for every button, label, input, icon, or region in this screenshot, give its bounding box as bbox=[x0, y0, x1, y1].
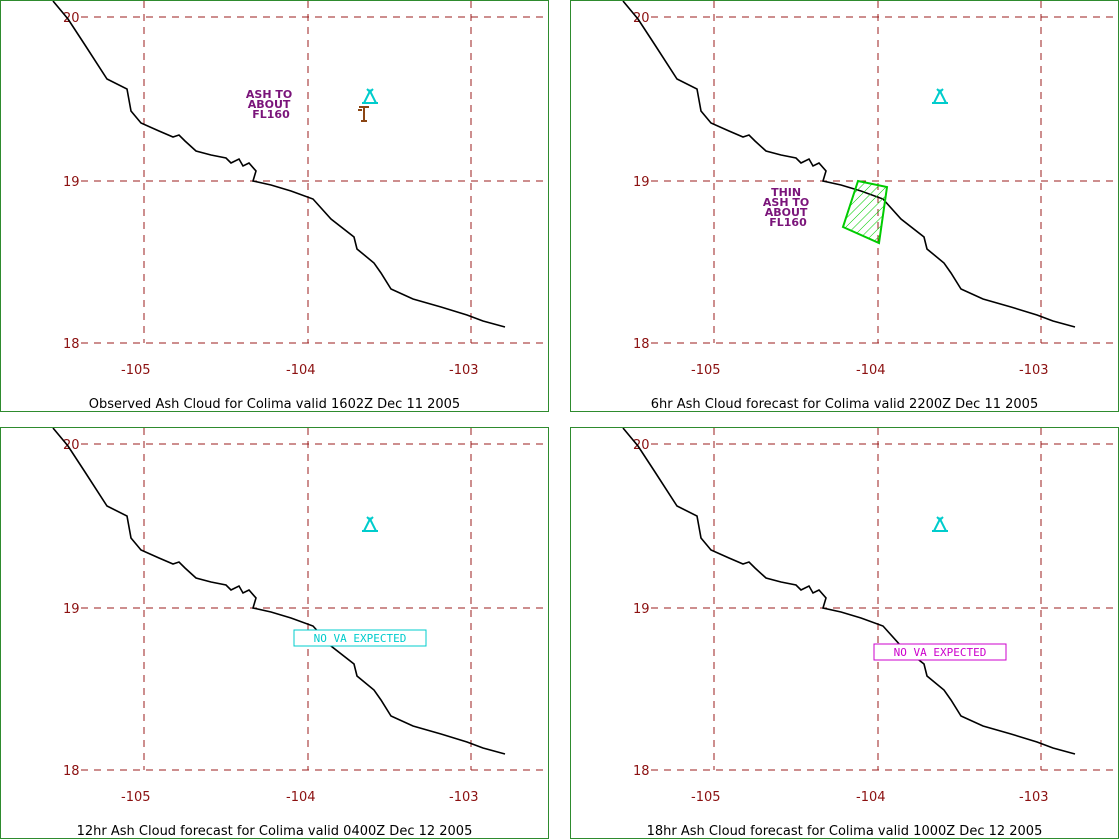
lon-label: -105 bbox=[121, 363, 151, 378]
lat-lon-grid bbox=[651, 1, 1119, 344]
eruption-plume-icon bbox=[358, 106, 369, 122]
panel-caption: Observed Ash Cloud for Colima valid 1602… bbox=[88, 397, 461, 412]
lon-label: -105 bbox=[691, 790, 721, 805]
map-panel-observed: 20 19 18 -105 -104 -103 ASH TO ABOUT FL1… bbox=[0, 0, 549, 412]
map-panel-18hr: 20 19 18 -105 -104 -103 NO VA EXPECTED 1… bbox=[570, 427, 1119, 839]
no-va-label: NO VA EXPECTED bbox=[314, 632, 407, 645]
lon-label: -104 bbox=[856, 363, 886, 378]
panel-caption: 18hr Ash Cloud forecast for Colima valid… bbox=[646, 824, 1043, 839]
coastline bbox=[52, 1, 506, 328]
no-va-box bbox=[873, 643, 1007, 661]
map-canvas: 20 19 18 -105 -104 -103 NO VA EXPECTED bbox=[622, 428, 1119, 805]
no-va-box bbox=[293, 629, 427, 647]
volcano-triangle-icon bbox=[362, 88, 378, 104]
volcano-triangle-icon bbox=[932, 88, 948, 104]
lat-label: 20 bbox=[633, 438, 650, 453]
lon-label: -104 bbox=[286, 363, 316, 378]
coastline bbox=[622, 1, 1076, 328]
ash-annotation: THIN ASH TO ABOUT FL160 bbox=[763, 186, 813, 229]
lat-label: 20 bbox=[63, 438, 80, 453]
lat-label: 18 bbox=[63, 337, 80, 352]
map-canvas: 20 19 18 -105 -104 -103 ASH TO ABOUT FL1… bbox=[52, 1, 549, 378]
lat-label: 19 bbox=[633, 602, 650, 617]
ash-annotation: ASH TO ABOUT FL160 bbox=[246, 88, 296, 121]
lon-label: -103 bbox=[1019, 790, 1049, 805]
lat-label: 18 bbox=[633, 764, 650, 779]
lon-label: -105 bbox=[121, 790, 151, 805]
lon-label: -103 bbox=[1019, 363, 1049, 378]
map-canvas: 20 19 18 -105 -104 -103 NO VA EXPECTED bbox=[52, 428, 549, 805]
lon-label: -104 bbox=[856, 790, 886, 805]
lat-lon-grid bbox=[81, 428, 549, 771]
lat-label: 18 bbox=[633, 337, 650, 352]
map-panel-12hr: 20 19 18 -105 -104 -103 NO VA EXPECTED 1… bbox=[0, 427, 549, 839]
lat-lon-grid bbox=[81, 1, 549, 344]
volcano-triangle-icon bbox=[932, 516, 948, 532]
panel-caption: 12hr Ash Cloud forecast for Colima valid… bbox=[76, 824, 473, 839]
coastline bbox=[52, 428, 506, 755]
lat-label: 19 bbox=[633, 175, 650, 190]
lat-label: 19 bbox=[63, 602, 80, 617]
coastline bbox=[622, 428, 1076, 755]
lat-label: 19 bbox=[63, 175, 80, 190]
no-va-label: NO VA EXPECTED bbox=[894, 646, 987, 659]
lon-label: -105 bbox=[691, 363, 721, 378]
map-canvas: 20 19 18 -105 -104 -103 THIN ASH TO ABOU… bbox=[622, 1, 1119, 378]
panel-caption: 6hr Ash Cloud forecast for Colima valid … bbox=[650, 397, 1039, 412]
lon-label: -104 bbox=[286, 790, 316, 805]
map-panel-6hr: 20 19 18 -105 -104 -103 THIN ASH TO ABOU… bbox=[570, 0, 1119, 412]
lat-label: 20 bbox=[633, 11, 650, 26]
lon-label: -103 bbox=[449, 790, 479, 805]
lon-label: -103 bbox=[449, 363, 479, 378]
lat-label: 18 bbox=[63, 764, 80, 779]
ash-cloud-polygon bbox=[841, 179, 889, 245]
lat-label: 20 bbox=[63, 11, 80, 26]
volcano-triangle-icon bbox=[362, 516, 378, 532]
lat-lon-grid bbox=[651, 428, 1119, 771]
